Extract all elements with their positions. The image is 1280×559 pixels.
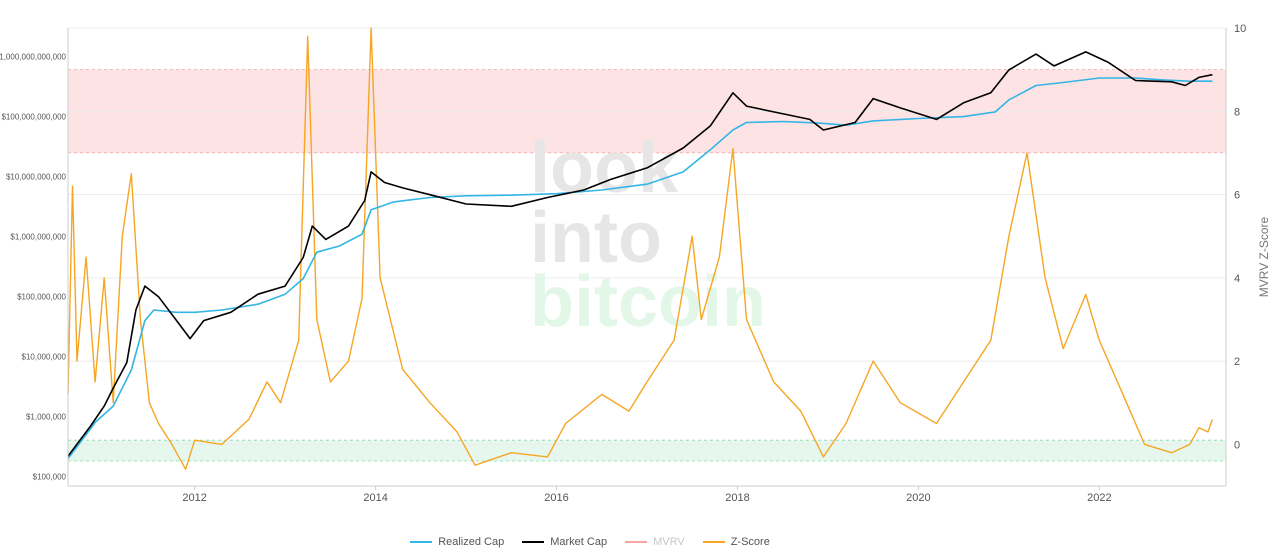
left-tick-label: $10,000,000 [22, 353, 67, 362]
legend-swatch-mvrv [625, 541, 648, 543]
x-tick-label: 2012 [182, 492, 206, 504]
series-lines [67, 27, 1214, 470]
x-tick-label: 2014 [363, 492, 387, 504]
right-tick-label: 0 [1234, 439, 1240, 451]
legend-item-realized-cap[interactable]: Realized Cap [410, 536, 504, 548]
left-tick-label: $1,000,000,000,000 [0, 53, 67, 62]
series-line-z-score [67, 27, 1214, 470]
legend-label-z-score: Z-Score [730, 536, 770, 548]
axes: $100,000 $1,000,000 $10,000,000 $100,000,00… [0, 23, 1271, 504]
watermark-line-3: bitcoin [530, 262, 766, 342]
x-tick-label: 2022 [1087, 492, 1111, 504]
legend-label-mvrv: MVRV [653, 536, 685, 548]
series-line-realized-cap [67, 77, 1213, 460]
legend: Realized Cap Market Cap MVRV Z-Score [0, 536, 1180, 548]
legend-item-z-score[interactable]: Z-Score [702, 536, 770, 548]
x-tick-label: 2016 [544, 492, 568, 504]
legend-item-market-cap[interactable]: Market Cap [522, 536, 607, 548]
right-axis-title: MVRV Z-Score [1257, 216, 1271, 297]
right-tick-label: 6 [1234, 190, 1240, 202]
legend-swatch-z-score [702, 541, 725, 543]
right-tick-label: 4 [1234, 273, 1240, 285]
series-line-market-cap [67, 51, 1213, 457]
legend-label-market-cap: Market Cap [550, 536, 608, 548]
left-tick-label: $1,000,000 [26, 413, 67, 422]
mvrv-zscore-chart: look into bitcoin $100,000 $1,000,000 $10,… [0, 23, 1271, 504]
left-tick-label: $1,000,000,000 [10, 233, 66, 242]
left-tick-label: $100,000,000,000 [1, 113, 66, 122]
watermark-line-1: look [530, 128, 679, 208]
right-tick-label: 10 [1234, 23, 1246, 35]
left-tick-label: $10,000,000,000 [6, 173, 67, 182]
watermark: look into bitcoin [530, 128, 766, 342]
legend-swatch-realized-cap [410, 541, 433, 543]
legend-swatch-market-cap [522, 541, 545, 543]
right-tick-label: 2 [1234, 356, 1240, 368]
band-undervalued-zone [68, 440, 1226, 462]
watermark-line-2: into [530, 198, 662, 278]
left-tick-label: $100,000,000 [17, 293, 66, 302]
left-tick-label: $100,000 [33, 473, 67, 482]
right-tick-label: 8 [1234, 106, 1240, 118]
legend-item-mvrv[interactable]: MVRV [625, 536, 685, 548]
x-tick-label: 2020 [906, 492, 930, 504]
legend-label-realized-cap: Realized Cap [438, 536, 505, 548]
x-tick-label: 2018 [725, 492, 749, 504]
